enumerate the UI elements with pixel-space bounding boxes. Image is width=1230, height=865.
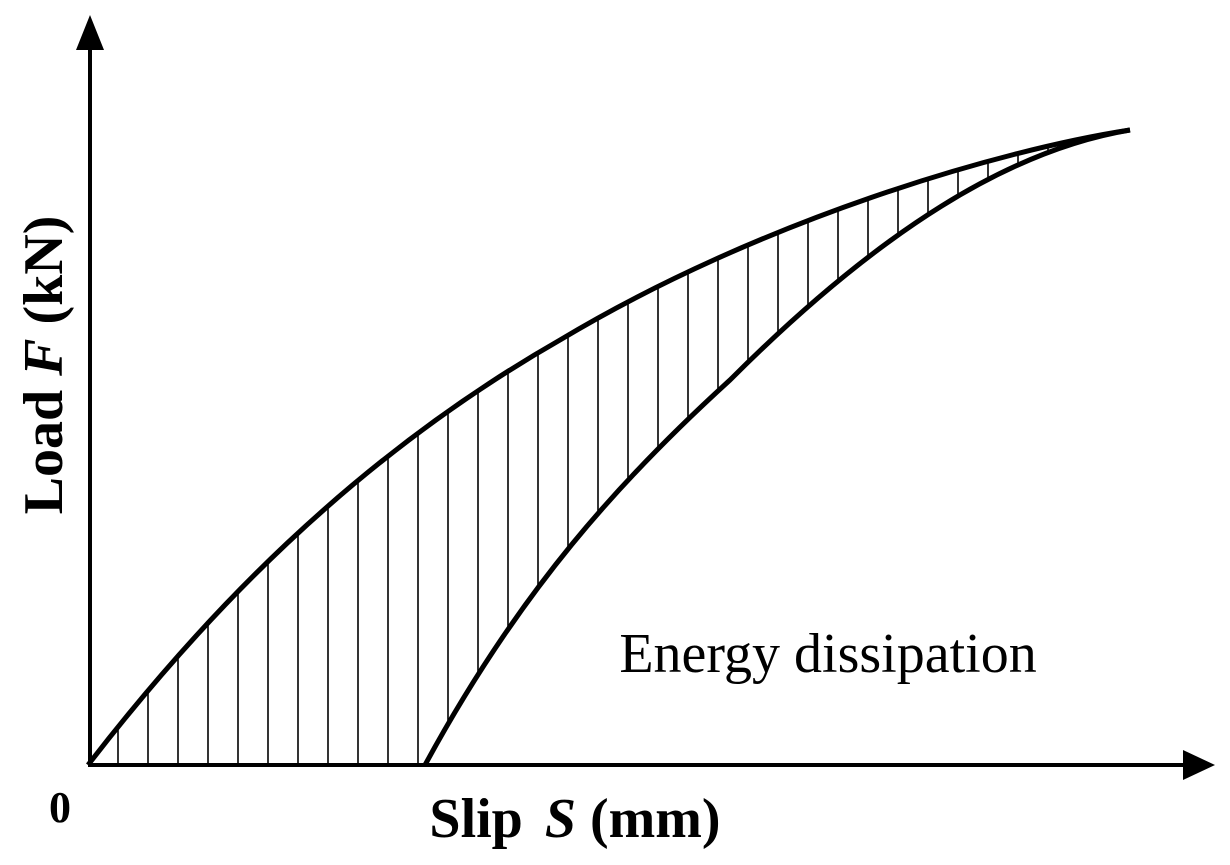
- y-axis-label-unit: (kN): [13, 216, 75, 325]
- energy-dissipation-annotation: Energy dissipation: [619, 623, 1036, 685]
- x-axis-label-variable: S: [545, 788, 576, 850]
- origin-label: 0: [49, 783, 71, 832]
- y-axis-label: Load F (kN): [13, 216, 75, 515]
- y-axis-label-variable: F: [13, 339, 75, 377]
- unloading-curve: [422, 127, 1131, 767]
- x-axis-label-prefix: Slip: [429, 788, 522, 850]
- y-axis-label-prefix: Load: [13, 390, 75, 515]
- loading-curve: [86, 127, 1131, 767]
- x-axis-arrow-icon: [1183, 750, 1215, 780]
- x-axis-label-unit: (mm): [590, 788, 721, 850]
- x-axis-label: Slip S (mm): [429, 788, 720, 850]
- y-axis-arrow-icon: [76, 15, 104, 50]
